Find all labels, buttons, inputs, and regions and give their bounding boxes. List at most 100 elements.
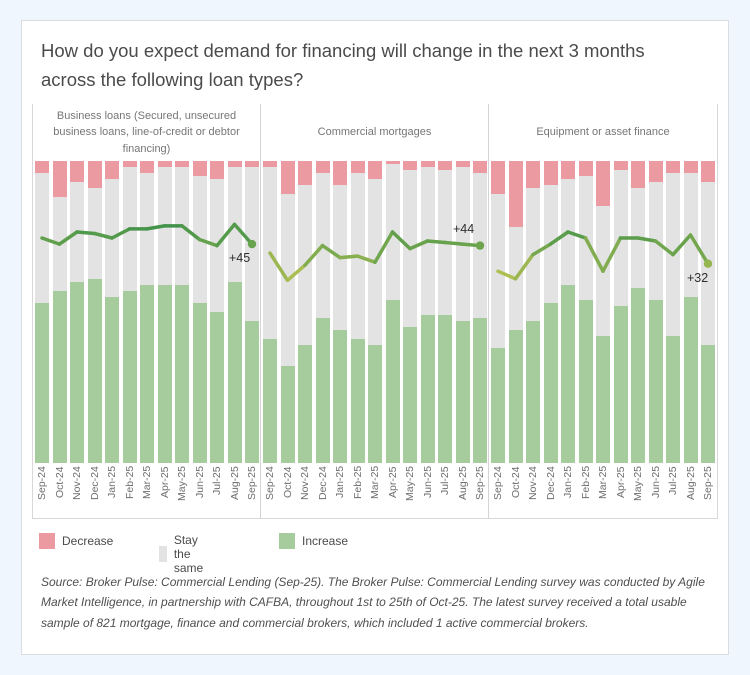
decrease-segment[interactable] bbox=[192, 161, 207, 177]
increase-segment[interactable] bbox=[420, 315, 435, 463]
bar-sep-25[interactable] bbox=[701, 161, 715, 463]
increase-segment[interactable] bbox=[403, 327, 417, 463]
stay-the-same-segment[interactable] bbox=[455, 167, 470, 322]
stay-the-same-segment[interactable] bbox=[631, 188, 645, 288]
decrease-segment[interactable] bbox=[543, 161, 558, 186]
stay-the-same-segment[interactable] bbox=[315, 173, 330, 319]
stay-the-same-segment[interactable] bbox=[298, 185, 312, 346]
bar-sep-25[interactable] bbox=[473, 161, 487, 463]
bar-jan-25[interactable] bbox=[561, 161, 575, 463]
bar-jun-25[interactable] bbox=[648, 161, 663, 463]
increase-segment[interactable] bbox=[613, 305, 628, 463]
decrease-segment[interactable] bbox=[508, 161, 523, 228]
stay-the-same-segment[interactable] bbox=[87, 188, 102, 279]
legend-item-increase[interactable]: Increase bbox=[279, 533, 348, 549]
increase-segment[interactable] bbox=[683, 296, 698, 463]
decrease-segment[interactable] bbox=[227, 161, 242, 168]
bar-jul-25[interactable] bbox=[438, 161, 452, 463]
decrease-segment[interactable] bbox=[315, 161, 330, 174]
stay-the-same-segment[interactable] bbox=[491, 194, 505, 349]
stay-the-same-segment[interactable] bbox=[175, 167, 189, 285]
stay-the-same-segment[interactable] bbox=[122, 167, 137, 291]
stay-the-same-segment[interactable] bbox=[578, 176, 593, 300]
increase-segment[interactable] bbox=[561, 284, 575, 463]
stay-the-same-segment[interactable] bbox=[543, 185, 558, 303]
decrease-segment[interactable] bbox=[578, 161, 593, 177]
increase-segment[interactable] bbox=[157, 284, 172, 463]
bar-dec-24[interactable] bbox=[543, 161, 558, 463]
bar-oct-24[interactable] bbox=[52, 161, 67, 463]
decrease-segment[interactable] bbox=[438, 161, 452, 171]
decrease-segment[interactable] bbox=[683, 161, 698, 174]
bar-apr-25[interactable] bbox=[157, 161, 172, 463]
bar-may-25[interactable] bbox=[175, 161, 189, 463]
bar-aug-25[interactable] bbox=[683, 161, 698, 463]
increase-segment[interactable] bbox=[210, 312, 224, 463]
stay-the-same-segment[interactable] bbox=[613, 170, 628, 306]
decrease-segment[interactable] bbox=[613, 161, 628, 171]
decrease-segment[interactable] bbox=[280, 161, 295, 195]
stay-the-same-segment[interactable] bbox=[420, 167, 435, 316]
bar-mar-25[interactable] bbox=[596, 161, 610, 463]
increase-segment[interactable] bbox=[52, 290, 67, 463]
increase-segment[interactable] bbox=[526, 321, 540, 463]
stay-the-same-segment[interactable] bbox=[368, 179, 382, 346]
increase-segment[interactable] bbox=[70, 281, 84, 463]
increase-segment[interactable] bbox=[543, 302, 558, 463]
bar-may-25[interactable] bbox=[403, 161, 417, 463]
stay-the-same-segment[interactable] bbox=[263, 167, 277, 340]
stay-the-same-segment[interactable] bbox=[210, 179, 224, 312]
increase-segment[interactable] bbox=[87, 278, 102, 463]
stay-the-same-segment[interactable] bbox=[105, 179, 119, 297]
increase-segment[interactable] bbox=[140, 284, 154, 463]
bar-nov-24[interactable] bbox=[298, 161, 312, 463]
decrease-segment[interactable] bbox=[648, 161, 663, 183]
stay-the-same-segment[interactable] bbox=[35, 173, 49, 303]
stay-the-same-segment[interactable] bbox=[438, 170, 452, 316]
bar-apr-25[interactable] bbox=[385, 161, 400, 463]
decrease-segment[interactable] bbox=[350, 161, 365, 174]
stay-the-same-segment[interactable] bbox=[245, 167, 259, 322]
increase-segment[interactable] bbox=[105, 296, 119, 463]
increase-segment[interactable] bbox=[298, 345, 312, 463]
increase-segment[interactable] bbox=[701, 345, 715, 463]
decrease-segment[interactable] bbox=[455, 161, 470, 168]
increase-segment[interactable] bbox=[280, 366, 295, 463]
increase-segment[interactable] bbox=[596, 336, 610, 463]
decrease-segment[interactable] bbox=[561, 161, 575, 180]
bar-sep-24[interactable] bbox=[263, 161, 277, 463]
increase-segment[interactable] bbox=[175, 284, 189, 463]
increase-segment[interactable] bbox=[631, 287, 645, 463]
stay-the-same-segment[interactable] bbox=[648, 182, 663, 300]
bar-dec-24[interactable] bbox=[87, 161, 102, 463]
bar-oct-24[interactable] bbox=[280, 161, 295, 463]
bar-feb-25[interactable] bbox=[122, 161, 137, 463]
increase-segment[interactable] bbox=[491, 348, 505, 463]
bar-sep-24[interactable] bbox=[35, 161, 49, 463]
bar-sep-25[interactable] bbox=[245, 161, 259, 463]
decrease-segment[interactable] bbox=[298, 161, 312, 186]
decrease-segment[interactable] bbox=[52, 161, 67, 198]
bar-aug-25[interactable] bbox=[455, 161, 470, 463]
bar-apr-25[interactable] bbox=[613, 161, 628, 463]
stay-the-same-segment[interactable] bbox=[666, 173, 680, 337]
bar-oct-24[interactable] bbox=[508, 161, 523, 463]
stay-the-same-segment[interactable] bbox=[280, 194, 295, 367]
decrease-segment[interactable] bbox=[333, 161, 347, 186]
stay-the-same-segment[interactable] bbox=[333, 185, 347, 331]
bar-nov-24[interactable] bbox=[70, 161, 84, 463]
increase-segment[interactable] bbox=[666, 336, 680, 463]
decrease-segment[interactable] bbox=[245, 161, 259, 168]
decrease-segment[interactable] bbox=[87, 161, 102, 189]
increase-segment[interactable] bbox=[438, 315, 452, 463]
decrease-segment[interactable] bbox=[175, 161, 189, 168]
stay-the-same-segment[interactable] bbox=[403, 170, 417, 328]
stay-the-same-segment[interactable] bbox=[70, 182, 84, 282]
decrease-segment[interactable] bbox=[157, 161, 172, 168]
decrease-segment[interactable] bbox=[596, 161, 610, 207]
legend-item-stay-the-same[interactable]: Stay the same bbox=[159, 533, 211, 575]
stay-the-same-segment[interactable] bbox=[140, 173, 154, 285]
stay-the-same-segment[interactable] bbox=[350, 173, 365, 340]
bar-jul-25[interactable] bbox=[210, 161, 224, 463]
bar-jan-25[interactable] bbox=[105, 161, 119, 463]
